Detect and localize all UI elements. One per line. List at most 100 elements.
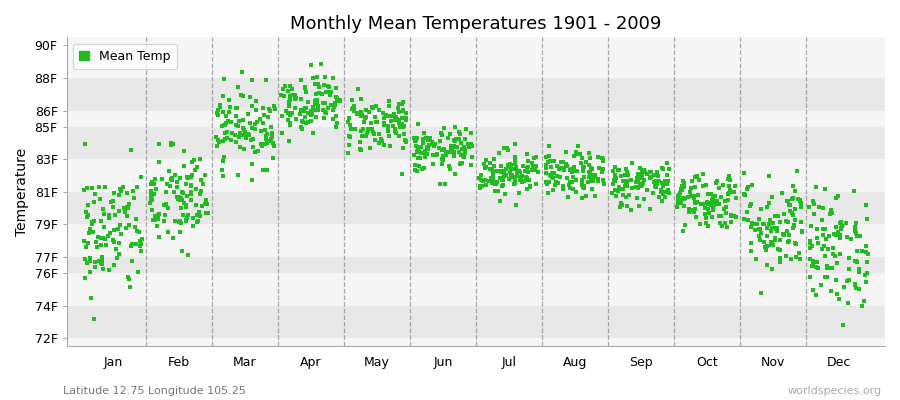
Point — [184, 191, 198, 197]
Point — [216, 138, 230, 144]
Point — [238, 132, 253, 139]
Point — [790, 168, 805, 174]
Point — [284, 110, 299, 117]
Point — [795, 228, 809, 234]
Point — [112, 208, 126, 214]
Point — [152, 141, 166, 148]
Point — [223, 118, 238, 125]
Point — [494, 163, 508, 169]
Point — [777, 232, 791, 238]
Point — [94, 242, 109, 248]
Legend: Mean Temp: Mean Temp — [73, 44, 177, 69]
Point — [86, 316, 101, 322]
Point — [608, 176, 623, 183]
Point — [445, 143, 459, 149]
Point — [320, 89, 334, 95]
Point — [849, 230, 863, 237]
Point — [377, 114, 392, 121]
Point — [198, 172, 212, 178]
Point — [675, 183, 689, 189]
Point — [351, 110, 365, 116]
Point — [788, 241, 803, 248]
Point — [454, 146, 469, 152]
Point — [233, 130, 248, 136]
Point — [105, 204, 120, 210]
Point — [135, 236, 149, 242]
Point — [754, 206, 769, 213]
Point — [152, 210, 166, 217]
Point — [608, 178, 622, 184]
Point — [596, 158, 610, 165]
Point — [414, 150, 428, 156]
Point — [145, 192, 159, 198]
Point — [585, 175, 599, 181]
Point — [346, 103, 361, 110]
Point — [614, 173, 628, 180]
Point — [383, 118, 398, 124]
Point — [473, 183, 488, 189]
Point — [656, 181, 670, 188]
Point — [497, 144, 511, 151]
Point — [814, 217, 829, 223]
Point — [702, 210, 716, 216]
Point — [662, 166, 677, 172]
Point — [438, 150, 453, 156]
Point — [521, 163, 535, 170]
Point — [643, 206, 657, 212]
Point — [417, 165, 431, 171]
Point — [241, 131, 256, 138]
Point — [631, 185, 645, 192]
Point — [608, 174, 623, 181]
Point — [515, 172, 529, 179]
Point — [497, 172, 511, 179]
Point — [216, 108, 230, 115]
Point — [173, 197, 187, 204]
Point — [742, 203, 757, 209]
Point — [131, 229, 146, 235]
Point — [775, 190, 789, 196]
Point — [342, 134, 356, 141]
Point — [542, 143, 556, 150]
Point — [396, 124, 410, 130]
Point — [482, 178, 496, 184]
Point — [121, 205, 135, 212]
Point — [434, 130, 448, 136]
Point — [351, 86, 365, 92]
Point — [516, 163, 530, 169]
Point — [98, 184, 112, 190]
Point — [616, 192, 630, 198]
Point — [789, 254, 804, 260]
Point — [457, 146, 472, 152]
Point — [130, 269, 145, 276]
Point — [810, 235, 824, 241]
Point — [259, 166, 274, 173]
Point — [408, 136, 422, 143]
Point — [816, 204, 831, 211]
Point — [326, 74, 340, 81]
Point — [184, 173, 198, 180]
Point — [383, 143, 398, 150]
Point — [783, 202, 797, 208]
Point — [837, 283, 851, 290]
Point — [170, 194, 184, 200]
Point — [554, 159, 568, 165]
Point — [803, 238, 817, 244]
Point — [120, 204, 134, 211]
Point — [653, 189, 668, 195]
Point — [222, 109, 237, 115]
Point — [566, 186, 580, 193]
Point — [803, 240, 817, 246]
Point — [165, 175, 179, 182]
Point — [281, 117, 295, 124]
Point — [564, 179, 579, 186]
Point — [706, 196, 720, 202]
Point — [806, 201, 821, 208]
Point — [436, 153, 450, 159]
Point — [472, 185, 487, 192]
Point — [309, 114, 323, 120]
Point — [778, 218, 793, 224]
Point — [721, 176, 735, 182]
Point — [618, 183, 633, 190]
Point — [355, 133, 369, 139]
Point — [743, 200, 758, 207]
